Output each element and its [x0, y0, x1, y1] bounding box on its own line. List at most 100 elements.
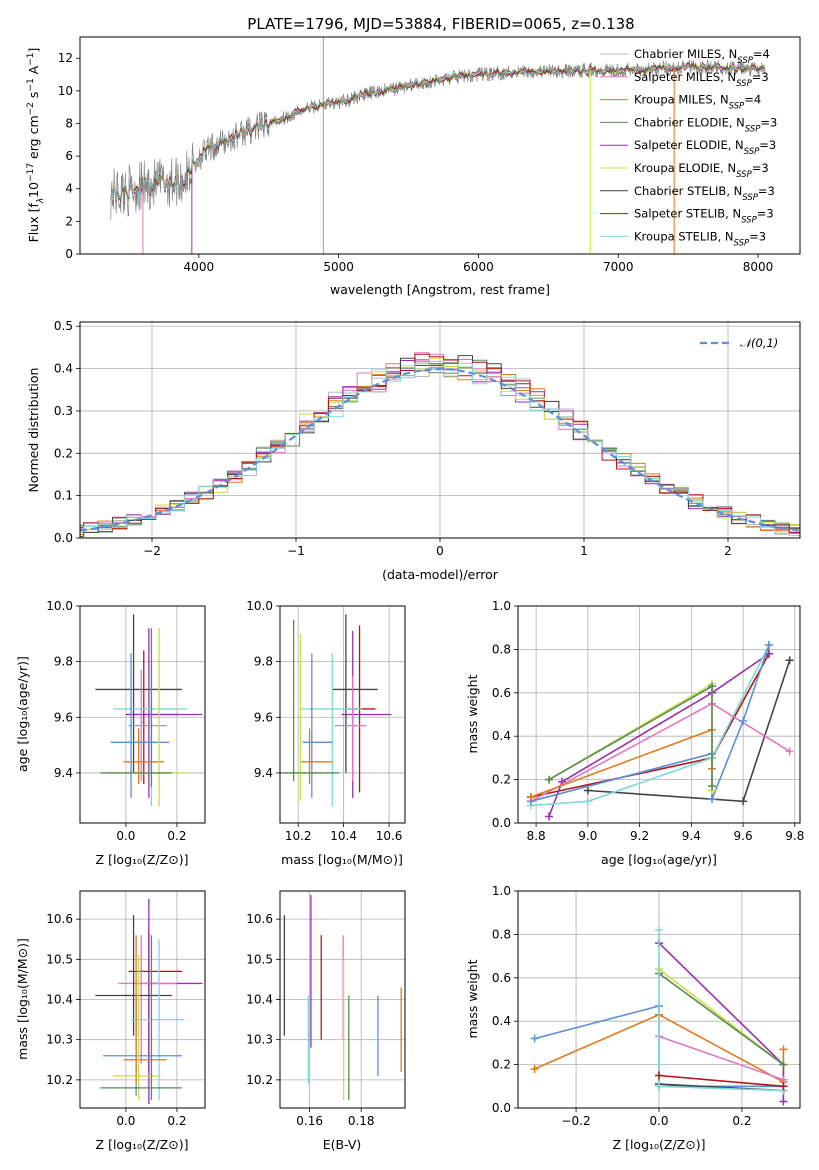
age-vs-mass-panel: 10.2 10.4 10.6 9.4 9.6 9.8 10.0 mass [log₁₀(M/M…	[246, 599, 406, 867]
x-axis-label: E(B-V)	[323, 1137, 362, 1152]
x-tick-label: 9.0	[578, 829, 597, 843]
y-tick-label: 10.5	[246, 952, 273, 966]
y-tick-label: 6	[65, 149, 73, 163]
y-tick-label: 0.2	[492, 1058, 511, 1072]
gaussian-reference-curve	[80, 367, 800, 532]
plot-area	[80, 352, 800, 537]
y-tick-label: 10.0	[46, 599, 73, 613]
y-tick-label: 9.6	[254, 710, 273, 724]
x-axis-label: Z [log₁₀(Z/Z⊙)]	[96, 852, 189, 867]
weight-marker	[545, 812, 554, 821]
y-tick-label: 10.2	[46, 1073, 73, 1087]
spectrum-panel: 4000 5000 6000 7000 8000 0 2 4 6 8 10 12 Chabrier MI…	[26, 36, 801, 297]
weight-series	[526, 649, 773, 801]
weight-marker	[545, 775, 554, 784]
legend-nssp-value: =3	[759, 138, 776, 152]
y-tick-label: 8	[65, 116, 73, 130]
weight-series	[655, 926, 788, 1095]
legend-entry: Kroupa ELODIE, NSSP=3	[634, 161, 769, 180]
x-tick-label: 10.6	[376, 829, 403, 843]
y-axis-label: mass [log₁₀(M/M⊙)]	[15, 938, 30, 1060]
errorbar-point	[100, 935, 183, 1100]
x-tick-label: 4000	[184, 260, 215, 274]
model-spectrum-line	[110, 62, 766, 205]
ticks: 0.0 0.2 10.2 10.3 10.4 10.5 10.6	[46, 912, 186, 1128]
legend-model-name: Salpeter ELODIE	[634, 138, 728, 152]
y-tick-label: 0.6	[492, 971, 511, 985]
weight-series	[545, 682, 717, 791]
legend-ssp-subscript: SSP	[742, 193, 758, 203]
weight-line	[658, 1035, 784, 1081]
x-tick-label: 0.18	[348, 1114, 375, 1128]
residuals-panel: −2 −1 0 1 2 0.0 0.1 0.2 0.3 0.4 0.5 𝒩(0,1) (data-mod…	[26, 319, 801, 582]
y-tick-label: 2	[65, 214, 73, 228]
legend-nssp-value: =4	[744, 93, 761, 107]
legend-ssp-subscript: SSP	[729, 102, 745, 112]
errorbar-point	[118, 935, 177, 1064]
ticks: 4000 5000 6000 7000 8000 0 2 4 6 8 10 12	[58, 51, 774, 274]
x-axis-label: age [log₁₀(age/yr)]	[601, 852, 717, 867]
legend-n-prefix: , N	[728, 138, 744, 152]
y-tick-label: 0	[65, 247, 73, 261]
legend-n-prefix: , N	[725, 207, 741, 221]
weight-marker	[530, 1034, 539, 1043]
x-tick-label: 0.2	[732, 1114, 751, 1128]
x-tick-label: 9.4	[682, 829, 701, 843]
legend-nssp-value: =4	[753, 47, 770, 61]
legend-entry: Chabrier STELIB, NSSP=3	[634, 184, 775, 203]
x-tick-label: 7000	[603, 260, 634, 274]
errorbar-point	[123, 935, 167, 1084]
figure-title: PLATE=1796, MJD=53884, FIBERID=0065, z=0…	[247, 15, 634, 33]
y-tick-label: 9.8	[254, 655, 273, 669]
weight-marker	[655, 1071, 663, 1080]
legend-entry: Chabrier ELODIE, NSSP=3	[634, 115, 777, 134]
legend-n-prefix: , N	[721, 47, 737, 61]
legend-entry: Salpeter STELIB, NSSP=3	[634, 207, 774, 226]
y-axis-label-part: λ	[36, 198, 46, 204]
y-axis-label: mass weight	[465, 674, 480, 753]
x-tick-label: −0.2	[561, 1114, 590, 1128]
legend-model-name: Kroupa ELODIE	[634, 161, 720, 175]
residual-histogram	[80, 362, 800, 537]
x-tick-label: 0	[436, 544, 444, 558]
y-tick-label: 0.2	[492, 773, 511, 787]
y-tick-label: 0.1	[54, 489, 73, 503]
gridlines	[80, 891, 205, 1108]
errorbar-point	[131, 939, 185, 1100]
weight-marker	[739, 717, 748, 726]
weight-marker	[708, 682, 717, 691]
errorbar-point	[300, 728, 333, 785]
y-tick-label: 9.8	[54, 655, 73, 669]
errorbar-point	[102, 995, 183, 1096]
legend-ssp-subscript: SSP	[745, 124, 761, 134]
axes-frame	[279, 605, 406, 824]
y-tick-label: 10.6	[46, 912, 73, 926]
plot-area	[95, 614, 203, 807]
legend-n-prefix: , N	[726, 184, 742, 198]
x-axis-label: mass [log₁₀(M/M⊙)]	[281, 852, 403, 867]
legend-entry: Chabrier MILES, NSSP=4	[634, 47, 770, 66]
errorbar-point	[95, 915, 172, 1036]
y-tick-label: 10.4	[246, 993, 273, 1007]
legend-entry: Salpeter MILES, NSSP=3	[634, 70, 769, 89]
y-tick-label: 0.3	[54, 404, 73, 418]
y-tick-label: 0.0	[492, 816, 511, 830]
legend-nssp-value: =3	[749, 229, 766, 243]
ticks: 10.2 10.4 10.6 9.4 9.6 9.8 10.0	[246, 599, 402, 843]
y-tick-label: 0.6	[492, 686, 511, 700]
y-axis-label: Flux [fλ10−17 erg cm−2 s−1 A−1]	[26, 48, 46, 243]
x-tick-label: 0.0	[649, 1114, 668, 1128]
legend-model-name: Kroupa STELIB	[634, 229, 718, 243]
x-tick-label: 9.2	[630, 829, 649, 843]
legend-nssp-value: =3	[752, 70, 769, 84]
ticks: 8.8 9.0 9.2 9.4 9.6 9.8 0.0 0.2 0.4 0.6 0.8 1.0	[492, 599, 804, 843]
legend-ssp-subscript: SSP	[734, 238, 750, 248]
legend-nssp-value: =3	[758, 184, 775, 198]
y-tick-label: 0.8	[492, 927, 511, 941]
x-tick-label: 6000	[463, 260, 494, 274]
y-tick-label: 1.0	[492, 599, 511, 613]
plot-area	[110, 37, 766, 254]
y-tick-label: 10.3	[46, 1033, 73, 1047]
ticks: 0.0 0.2 9.4 9.6 9.8 10.0	[46, 599, 186, 843]
